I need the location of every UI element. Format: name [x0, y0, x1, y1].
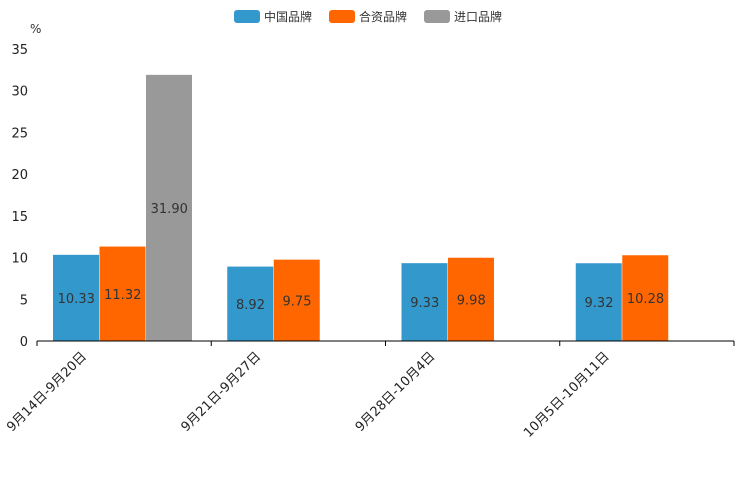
y-axis-label: % [30, 22, 41, 36]
x-tick-label: 10月5日-10月11日 [521, 349, 613, 441]
x-axis: 9月14日-9月20日 9月21日-9月27日 9月28日-10月4日 10月5日-1… [4, 340, 735, 441]
x-tick-label: 9月14日-9月20日 [4, 349, 90, 435]
legend-label-3: 进口品牌 [454, 10, 502, 24]
legend-swatch-1 [234, 10, 260, 23]
y-tick-label: 10 [11, 252, 28, 267]
bar-2-1 [99, 246, 146, 341]
x-tick-label: 9月21日-9月27日 [178, 349, 264, 435]
bars: 10.33 11.32 31.90 8.92 9.75 9.33 9.98 9.32 10.28 [53, 74, 669, 341]
data-label: 11.32 [104, 288, 141, 303]
bar-1-1 [53, 254, 99, 341]
data-label: 9.98 [457, 293, 486, 308]
legend-swatch-3 [424, 10, 450, 23]
bar-2-2 [273, 259, 320, 341]
y-tick-label: 0 [20, 335, 28, 350]
bar-1-4 [575, 263, 622, 341]
legend-swatch-2 [329, 10, 355, 23]
legend-label-1: 中国品牌 [264, 9, 312, 24]
y-tick-label: 35 [11, 43, 28, 58]
bar-2-3 [448, 257, 494, 341]
legend: 中国品牌 合资品牌 进口品牌 [234, 9, 502, 24]
data-label: 10.28 [627, 292, 664, 307]
bar-2-4 [622, 255, 669, 341]
y-tick-label: 30 [11, 85, 28, 100]
y-axis: 0 5 10 15 20 25 30 35 [11, 43, 28, 350]
data-label: 9.75 [283, 294, 312, 309]
bar-1-2 [227, 266, 274, 341]
data-label: 10.33 [58, 292, 95, 307]
y-tick-label: 20 [11, 168, 28, 183]
bar-3-1 [146, 74, 192, 341]
y-tick-label: 5 [20, 293, 28, 308]
y-tick-label: 15 [11, 210, 28, 225]
y-tick-label: 25 [11, 126, 28, 141]
legend-label-2: 合资品牌 [359, 9, 407, 24]
data-label: 9.32 [585, 296, 614, 311]
data-label: 9.33 [410, 296, 439, 311]
data-label: 31.90 [151, 202, 188, 217]
bar-1-3 [401, 263, 448, 341]
x-tick-label: 9月28日-10月4日 [353, 349, 439, 435]
data-label: 8.92 [236, 298, 265, 313]
